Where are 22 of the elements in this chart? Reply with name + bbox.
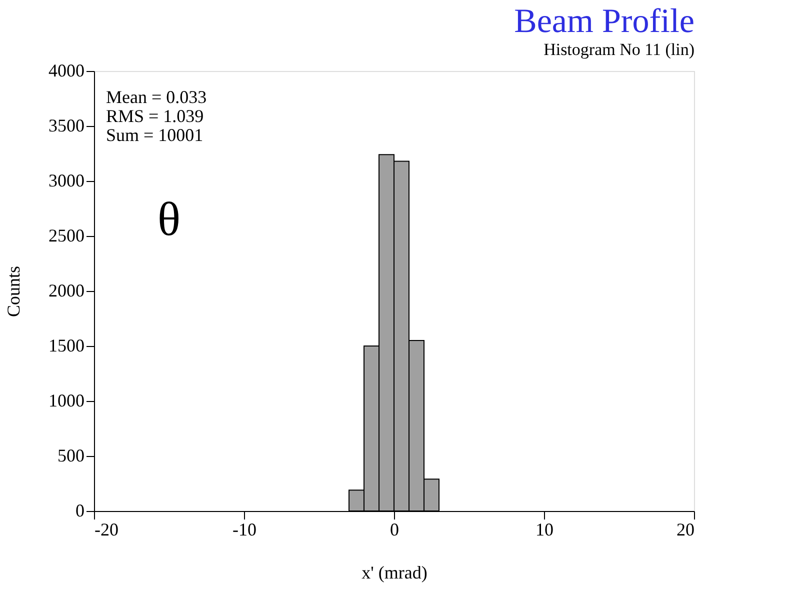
y-tick-label: 1500 [48,336,84,356]
annotation: Mean = 0.033 [106,87,207,107]
y-tick-label: 0 [76,500,84,520]
y-tick-label: 3000 [48,170,84,190]
y-axis-title: Counts [4,266,24,318]
x-tick-label: 10 [536,520,554,540]
x-tick-label: -20 [94,520,118,540]
y-tick-label: 2000 [48,280,84,300]
y-tick-label: 1000 [48,390,84,410]
y-tick-label: 3500 [48,116,84,136]
y-tick-label: 4000 [48,60,84,80]
x-tick-label: -10 [232,520,256,540]
annotation: RMS = 1.039 [106,106,204,126]
y-tick-label: 2500 [48,226,84,246]
y-tick-label: 500 [58,446,84,466]
chart-subtitle: Histogram No 11 (lin) [544,40,694,59]
x-axis-title: x' (mrad) [362,562,428,582]
annotation: θ [158,193,180,246]
x-tick-label: 20 [676,520,694,540]
annotation: Sum = 10001 [106,125,204,145]
chart-title: Beam Profile [514,3,694,40]
x-tick-label: 0 [390,520,399,540]
